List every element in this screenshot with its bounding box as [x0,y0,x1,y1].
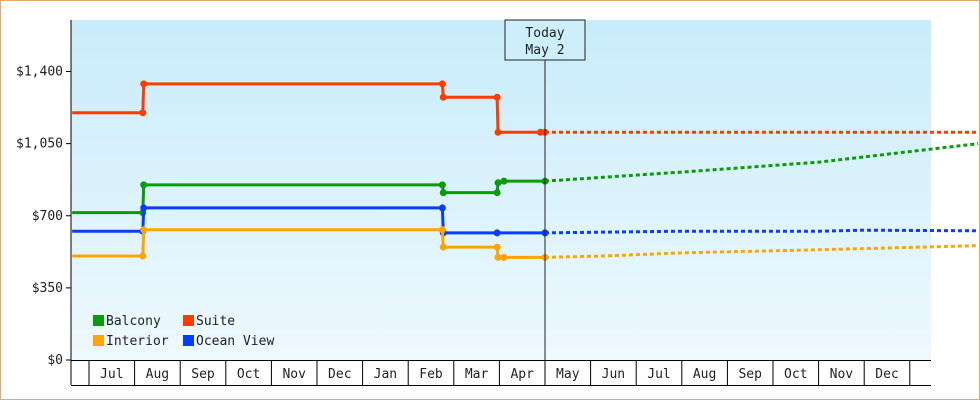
y-tick-label: $0 [47,353,63,368]
forecast-line [544,244,979,259]
series-suite [72,80,979,136]
month-label: Jul [100,367,123,382]
month-label: Sep [191,367,215,382]
month-label: Nov [282,367,306,382]
data-point [140,226,148,234]
today-label: Today [525,26,564,41]
y-tick-label: $1,400 [16,65,63,80]
forecast-line [544,142,979,183]
month-label: May [556,367,580,382]
data-point [439,189,447,197]
legend-label: Ocean View [196,334,274,349]
month-label: Jan [374,367,397,382]
legend-label: Balcony [106,314,161,329]
data-point [139,252,147,260]
month-label: Aug [146,367,169,382]
y-tick-label: $350 [32,281,63,296]
today-date: May 2 [525,43,564,58]
legend-label: Interior [106,334,169,349]
today-box [504,19,586,61]
month-label: Mar [465,367,489,382]
data-point [438,226,446,234]
month-label: Oct [237,367,260,382]
legend-swatch [183,335,194,346]
data-point [140,204,148,212]
data-point [494,179,502,187]
data-point [439,93,447,101]
legend-label: Suite [196,314,235,329]
series-balcony [72,142,979,217]
data-point [140,181,148,189]
month-label: Jun [602,367,625,382]
x-month-ticks: Jul Aug Sep Oct Nov Dec Jan Feb Mar Apr May Jun Jul A… [88,360,911,385]
month-label: Apr [510,367,534,382]
data-point [493,229,501,237]
month-label: Sep [738,367,762,382]
month-label: Jul [647,367,670,382]
data-point [494,128,502,136]
data-point [139,109,147,117]
legend-swatch [93,335,104,346]
series-layer [72,80,979,261]
month-label: Feb [419,367,443,382]
series-interior [72,226,979,261]
series-ocean-view [72,204,979,237]
data-point [438,181,446,189]
month-label: Dec [328,367,351,382]
data-point [140,80,148,88]
y-tick-label: $1,050 [16,137,63,152]
legend-swatch [93,315,104,326]
plot-area [71,20,931,360]
legend-swatch [183,315,194,326]
data-point [494,253,502,261]
data-point [439,243,447,251]
month-label: Oct [784,367,807,382]
axis-layer [70,20,931,386]
forecast-line [544,228,979,235]
month-label: Aug [693,367,716,382]
data-point [493,243,501,251]
legend: Balcony Suite Interior Ocean View [93,314,274,349]
data-point [438,80,446,88]
y-ticks: $0 $350 $700 $1,050 $1,400 [16,65,71,368]
data-point [493,189,501,197]
y-tick-label: $700 [32,209,63,224]
today-marker: Today May 2 [504,19,586,360]
data-point [500,177,508,185]
data-point [438,204,446,212]
data-point [500,253,508,261]
month-label: Nov [830,367,854,382]
month-label: Dec [875,367,898,382]
data-point [493,93,501,101]
